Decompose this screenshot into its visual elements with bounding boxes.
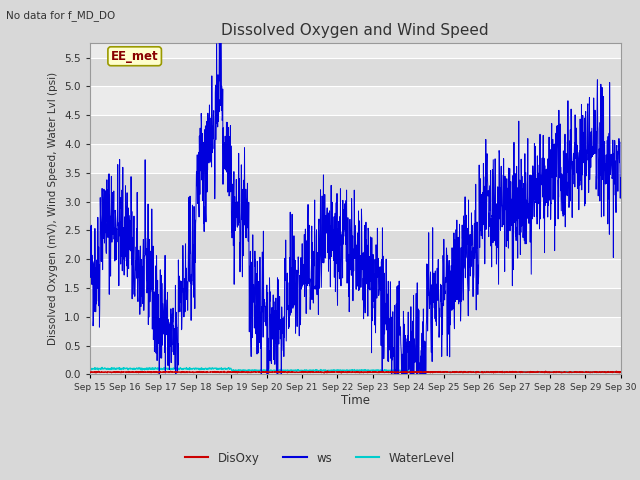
WaterLevel [602, 369, 609, 375]
WaterLevel [330, 367, 338, 373]
ws [602, 162, 609, 168]
DisOxy [324, 368, 332, 374]
ws [86, 253, 93, 259]
Bar [90, 346, 621, 374]
Bar [90, 230, 621, 259]
DisOxy [602, 370, 609, 375]
ws [602, 180, 610, 186]
DisOxy [330, 369, 338, 375]
DisOxy [617, 369, 625, 375]
DisOxy [86, 370, 93, 375]
Bar [90, 58, 621, 86]
Y-axis label: Dissolved Oxygen (mV), Wind Speed, Water Lvl (psi): Dissolved Oxygen (mV), Wind Speed, Water… [49, 72, 58, 346]
WaterLevel [617, 370, 625, 375]
ws [156, 372, 163, 377]
Text: No data for f_MD_DO: No data for f_MD_DO [6, 10, 116, 21]
WaterLevel [593, 370, 600, 375]
Text: EE_met: EE_met [111, 50, 159, 63]
WaterLevel [602, 370, 610, 375]
ws [617, 192, 625, 197]
Bar [90, 317, 621, 346]
Legend: DisOxy, ws, WaterLevel: DisOxy, ws, WaterLevel [180, 447, 460, 469]
WaterLevel [86, 366, 93, 372]
ws [330, 275, 338, 280]
ws [113, 226, 120, 232]
DisOxy [113, 369, 121, 375]
DisOxy [344, 369, 352, 375]
Bar [90, 288, 621, 317]
DisOxy [504, 370, 512, 375]
Title: Dissolved Oxygen and Wind Speed: Dissolved Oxygen and Wind Speed [221, 23, 489, 38]
ws [216, 29, 223, 35]
DisOxy [602, 370, 610, 376]
WaterLevel [99, 364, 106, 370]
WaterLevel [113, 365, 121, 371]
X-axis label: Time: Time [340, 394, 370, 407]
WaterLevel [344, 368, 352, 374]
Bar [90, 259, 621, 288]
Line: WaterLevel: WaterLevel [90, 367, 621, 372]
ws [504, 245, 512, 251]
Bar [90, 144, 621, 173]
Line: DisOxy: DisOxy [90, 371, 621, 373]
Bar [90, 173, 621, 202]
DisOxy [92, 370, 100, 376]
Bar [90, 202, 621, 230]
ws [344, 252, 352, 258]
WaterLevel [504, 370, 512, 375]
Line: ws: ws [90, 32, 621, 374]
Bar [90, 115, 621, 144]
Bar [90, 86, 621, 115]
